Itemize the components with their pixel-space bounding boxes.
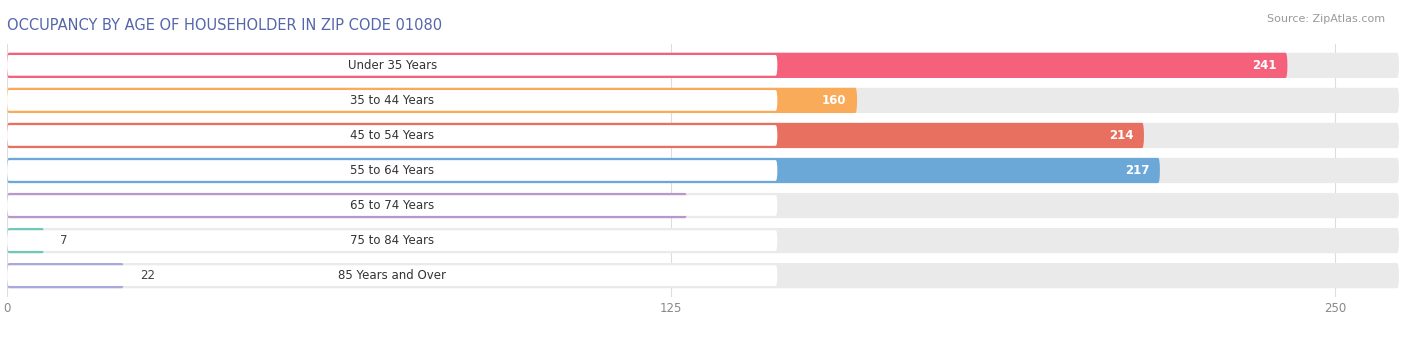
FancyBboxPatch shape xyxy=(7,55,778,76)
FancyBboxPatch shape xyxy=(7,158,1399,183)
Text: 65 to 74 Years: 65 to 74 Years xyxy=(350,199,434,212)
Text: 214: 214 xyxy=(1109,129,1133,142)
FancyBboxPatch shape xyxy=(7,53,1399,78)
Text: 217: 217 xyxy=(1125,164,1149,177)
Text: 85 Years and Over: 85 Years and Over xyxy=(339,269,446,282)
Text: OCCUPANCY BY AGE OF HOUSEHOLDER IN ZIP CODE 01080: OCCUPANCY BY AGE OF HOUSEHOLDER IN ZIP C… xyxy=(7,18,441,33)
FancyBboxPatch shape xyxy=(7,195,778,216)
FancyBboxPatch shape xyxy=(7,88,858,113)
FancyBboxPatch shape xyxy=(7,193,1399,218)
Text: 55 to 64 Years: 55 to 64 Years xyxy=(350,164,434,177)
FancyBboxPatch shape xyxy=(7,193,688,218)
FancyBboxPatch shape xyxy=(7,228,44,253)
FancyBboxPatch shape xyxy=(7,263,124,288)
FancyBboxPatch shape xyxy=(7,53,1288,78)
FancyBboxPatch shape xyxy=(7,88,1399,113)
Text: 7: 7 xyxy=(60,234,67,247)
FancyBboxPatch shape xyxy=(7,230,778,251)
FancyBboxPatch shape xyxy=(7,123,1399,148)
FancyBboxPatch shape xyxy=(7,123,1144,148)
FancyBboxPatch shape xyxy=(7,263,1399,288)
FancyBboxPatch shape xyxy=(7,160,778,181)
Text: 35 to 44 Years: 35 to 44 Years xyxy=(350,94,434,107)
Text: 22: 22 xyxy=(139,269,155,282)
Text: Source: ZipAtlas.com: Source: ZipAtlas.com xyxy=(1267,14,1385,24)
FancyBboxPatch shape xyxy=(7,90,778,111)
Text: Under 35 Years: Under 35 Years xyxy=(347,59,437,72)
FancyBboxPatch shape xyxy=(7,228,1399,253)
FancyBboxPatch shape xyxy=(7,125,778,146)
FancyBboxPatch shape xyxy=(7,158,1160,183)
Text: 75 to 84 Years: 75 to 84 Years xyxy=(350,234,434,247)
FancyBboxPatch shape xyxy=(7,265,778,286)
Text: 241: 241 xyxy=(1253,59,1277,72)
Text: 160: 160 xyxy=(823,94,846,107)
Text: 128: 128 xyxy=(652,199,676,212)
Text: 45 to 54 Years: 45 to 54 Years xyxy=(350,129,434,142)
